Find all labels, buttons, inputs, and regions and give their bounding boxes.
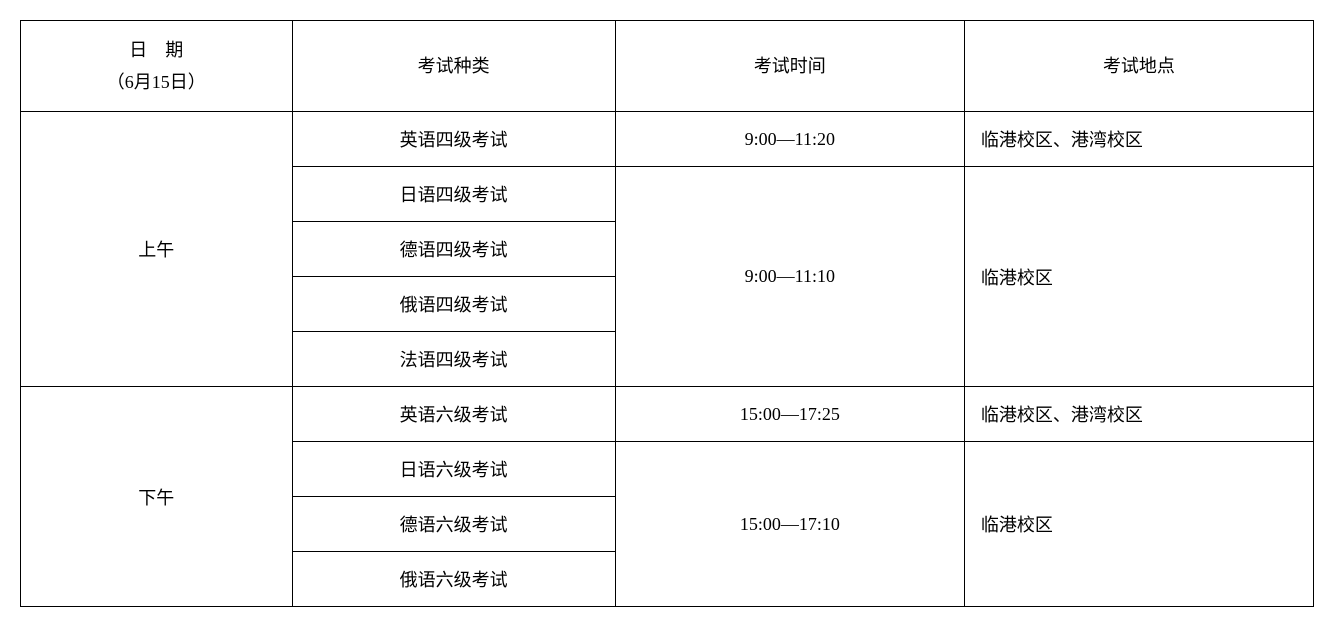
exam-en6: 英语六级考试 — [292, 387, 615, 442]
loc-en6: 临港校区、港湾校区 — [964, 387, 1313, 442]
header-date-label: 日 期 — [21, 34, 292, 66]
header-date-sub: （6月15日） — [21, 66, 292, 98]
loc-other4: 临港校区 — [964, 167, 1313, 387]
exam-ru6: 俄语六级考试 — [292, 552, 615, 607]
exam-jp4: 日语四级考试 — [292, 167, 615, 222]
time-other4: 9:00—11:10 — [615, 167, 964, 387]
header-date: 日 期 （6月15日） — [21, 21, 293, 112]
header-type: 考试种类 — [292, 21, 615, 112]
loc-other6: 临港校区 — [964, 442, 1313, 607]
exam-ru4: 俄语四级考试 — [292, 277, 615, 332]
exam-de6: 德语六级考试 — [292, 497, 615, 552]
header-location: 考试地点 — [964, 21, 1313, 112]
table-header-row: 日 期 （6月15日） 考试种类 考试时间 考试地点 — [21, 21, 1314, 112]
exam-fr4: 法语四级考试 — [292, 332, 615, 387]
time-en4: 9:00—11:20 — [615, 112, 964, 167]
exam-de4: 德语四级考试 — [292, 222, 615, 277]
time-other6: 15:00—17:10 — [615, 442, 964, 607]
time-en6: 15:00—17:25 — [615, 387, 964, 442]
exam-en4: 英语四级考试 — [292, 112, 615, 167]
exam-jp6: 日语六级考试 — [292, 442, 615, 497]
session-afternoon: 下午 — [21, 387, 293, 607]
table-row: 下午 英语六级考试 15:00—17:25 临港校区、港湾校区 — [21, 387, 1314, 442]
table-row: 上午 英语四级考试 9:00—11:20 临港校区、港湾校区 — [21, 112, 1314, 167]
session-morning: 上午 — [21, 112, 293, 387]
loc-en4: 临港校区、港湾校区 — [964, 112, 1313, 167]
exam-schedule-table: 日 期 （6月15日） 考试种类 考试时间 考试地点 上午 英语四级考试 9:0… — [20, 20, 1314, 607]
header-time: 考试时间 — [615, 21, 964, 112]
